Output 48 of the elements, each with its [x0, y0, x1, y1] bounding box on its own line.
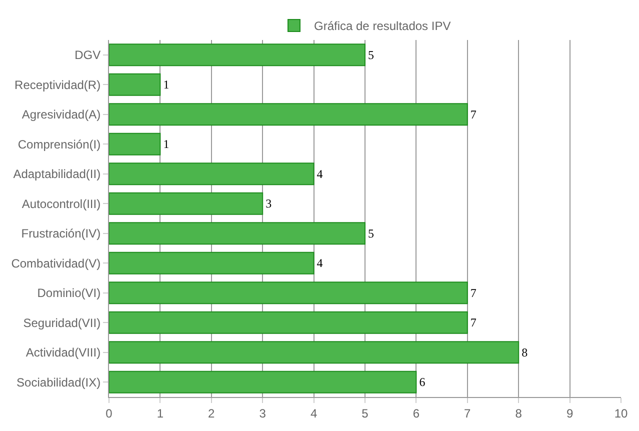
- bar: [109, 73, 161, 96]
- data-label: 8: [522, 345, 528, 360]
- y-tick-label: Comprensión(I): [18, 137, 101, 152]
- data-label: 1: [163, 137, 170, 152]
- bar: [109, 44, 366, 66]
- data-label: 4: [316, 256, 323, 270]
- x-tick-label: 6: [412, 406, 420, 420]
- y-tick-label: Receptividad(R): [14, 78, 101, 92]
- y-tick-label: Actividad(VIII): [26, 346, 101, 360]
- y-tick-label: Frustración(IV): [21, 226, 101, 241]
- x-tick-label: 4: [310, 406, 318, 420]
- x-tick-label: 2: [208, 406, 216, 420]
- data-label: 5: [368, 48, 374, 62]
- bar: [109, 341, 520, 364]
- bar: [109, 252, 314, 274]
- data-label: 4: [316, 166, 323, 181]
- legend-label: Gráfica de resultados IPV: [314, 19, 451, 34]
- y-tick-label: Adaptabilidad(II): [13, 167, 101, 182]
- data-label: 5: [368, 226, 374, 240]
- data-label: 1: [163, 78, 170, 92]
- bar: [109, 370, 417, 394]
- x-tick-label: 8: [515, 406, 522, 420]
- bar: [109, 132, 161, 156]
- bar: [109, 162, 314, 186]
- y-tick-label: Dominio(VI): [37, 286, 101, 300]
- y-tick-label: Autocontrol(III): [22, 196, 101, 211]
- data-label: 6: [419, 375, 426, 390]
- bar: [109, 282, 468, 304]
- x-tick-label: 7: [464, 406, 472, 420]
- bar: [109, 311, 468, 334]
- y-tick-label: Agresividad(A): [22, 108, 101, 122]
- y-tick-label: DGV: [74, 48, 101, 62]
- data-label: 7: [470, 107, 476, 122]
- x-tick-label: 1: [156, 406, 164, 420]
- x-tick-label: 9: [566, 406, 574, 420]
- y-tick-label: Combatividad(V): [11, 256, 101, 270]
- y-tick-label: Seguridad(VII): [23, 316, 101, 330]
- bar: [109, 192, 264, 215]
- x-tick-label: 5: [362, 406, 369, 420]
- data-label: 7: [470, 316, 476, 330]
- data-label: 7: [470, 286, 476, 300]
- data-label: 3: [266, 196, 272, 211]
- y-tick-label: Sociabilidad(IX): [16, 375, 101, 390]
- bar: [109, 222, 366, 245]
- x-tick-label: 0: [106, 406, 113, 420]
- x-tick-label: 10: [614, 406, 628, 420]
- x-tick-label: 3: [259, 406, 266, 420]
- bar: [109, 103, 468, 126]
